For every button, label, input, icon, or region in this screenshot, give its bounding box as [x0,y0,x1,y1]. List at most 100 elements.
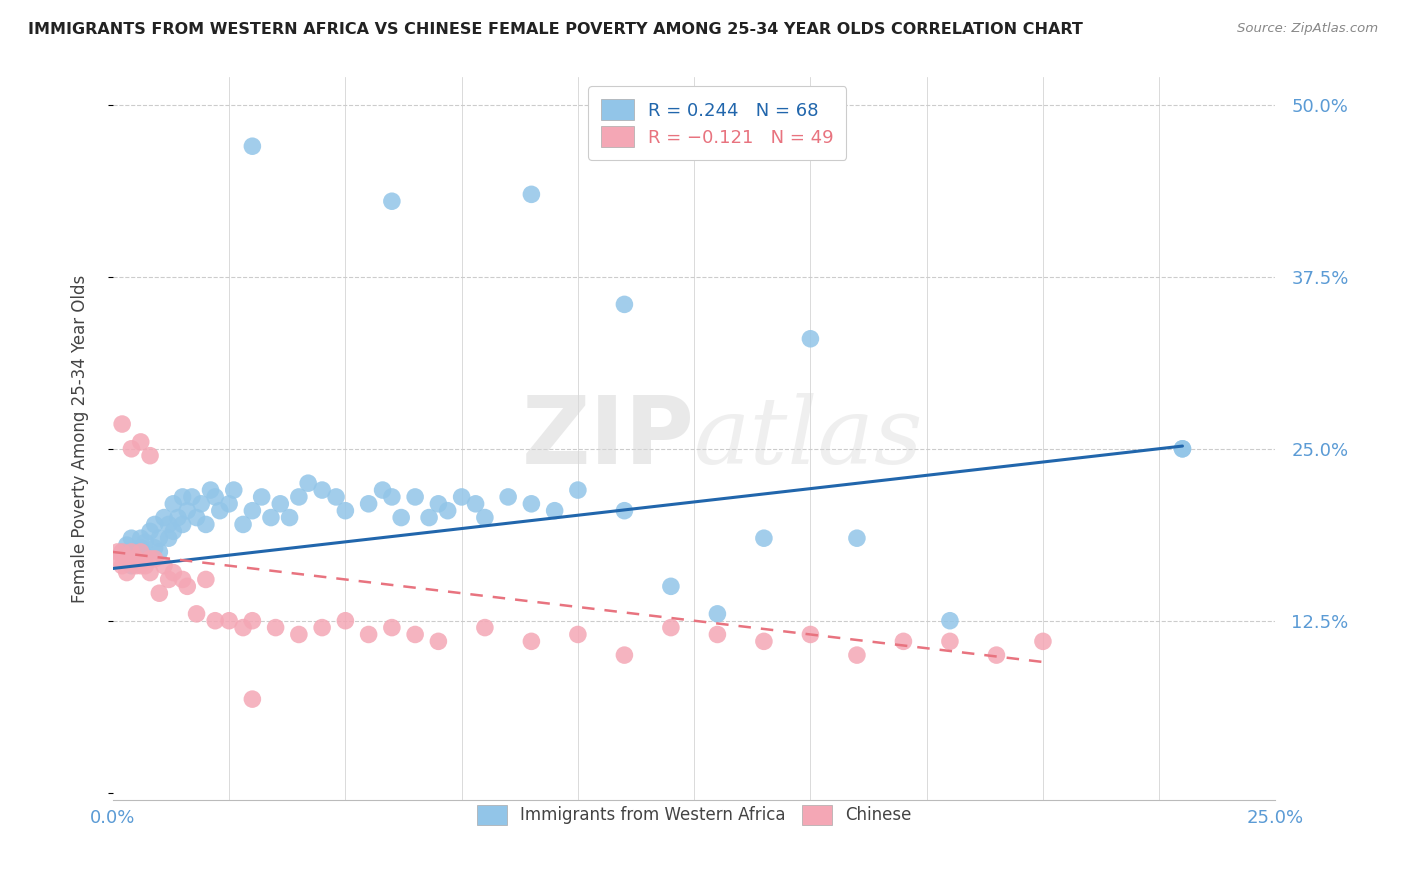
Point [250,490,273,504]
Point [120,558,142,573]
Point [143,551,166,566]
Point [148,586,170,600]
Point [799,332,821,346]
Point [939,634,962,648]
Point [120,545,142,559]
Point [129,541,152,555]
Point [172,573,194,587]
Point [176,579,198,593]
Point [180,490,202,504]
Point [240,139,263,153]
Point [172,517,194,532]
Point [111,545,134,559]
Point [269,497,291,511]
Point [208,504,231,518]
Point [125,555,148,569]
Point [129,434,152,449]
Point [464,497,486,511]
Point [613,504,636,518]
Point [139,551,162,566]
Point [893,634,915,648]
Point [427,634,450,648]
Point [153,558,176,573]
Point [567,483,589,497]
Point [418,510,440,524]
Point [153,510,176,524]
Text: atlas: atlas [695,393,924,483]
Point [325,490,347,504]
Point [172,490,194,504]
Point [134,549,156,563]
Y-axis label: Female Poverty Among 25-34 Year Olds: Female Poverty Among 25-34 Year Olds [72,275,89,603]
Point [204,490,226,504]
Point [134,535,156,549]
Point [222,483,245,497]
Point [706,627,728,641]
Point [1032,634,1054,648]
Point [335,614,357,628]
Point [659,621,682,635]
Point [845,648,868,662]
Point [496,490,519,504]
Point [264,621,287,635]
Point [297,476,319,491]
Point [129,558,152,573]
Point [389,510,412,524]
Point [107,551,129,566]
Point [706,607,728,621]
Point [115,566,138,580]
Point [371,483,394,497]
Point [520,497,543,511]
Point [357,627,380,641]
Point [288,490,311,504]
Point [125,551,148,566]
Point [218,497,240,511]
Point [232,517,254,532]
Point [186,607,208,621]
Point [939,614,962,628]
Point [107,545,129,559]
Point [474,621,496,635]
Point [111,545,134,559]
Point [311,621,333,635]
Point [232,621,254,635]
Point [311,483,333,497]
Point [148,531,170,545]
Point [404,490,426,504]
Point [450,490,472,504]
Point [162,566,184,580]
Point [659,579,682,593]
Point [381,490,404,504]
Point [613,648,636,662]
Point [381,621,404,635]
Point [190,497,212,511]
Point [139,449,162,463]
Point [240,504,263,518]
Point [143,517,166,532]
Point [520,634,543,648]
Point [260,510,283,524]
Point [799,627,821,641]
Point [120,531,142,545]
Point [176,504,198,518]
Point [278,510,301,524]
Point [125,558,148,573]
Point [381,194,404,209]
Point [111,558,134,573]
Point [427,497,450,511]
Point [157,517,180,532]
Point [139,566,162,580]
Point [194,573,217,587]
Point [115,538,138,552]
Point [1171,442,1194,456]
Point [129,545,152,559]
Point [134,558,156,573]
Point [543,504,565,518]
Point [613,297,636,311]
Text: IMMIGRANTS FROM WESTERN AFRICA VS CHINESE FEMALE POVERTY AMONG 25-34 YEAR OLDS C: IMMIGRANTS FROM WESTERN AFRICA VS CHINES… [28,22,1083,37]
Point [436,504,458,518]
Point [162,524,184,539]
Point [120,551,142,566]
Point [157,573,180,587]
Point [752,531,775,545]
